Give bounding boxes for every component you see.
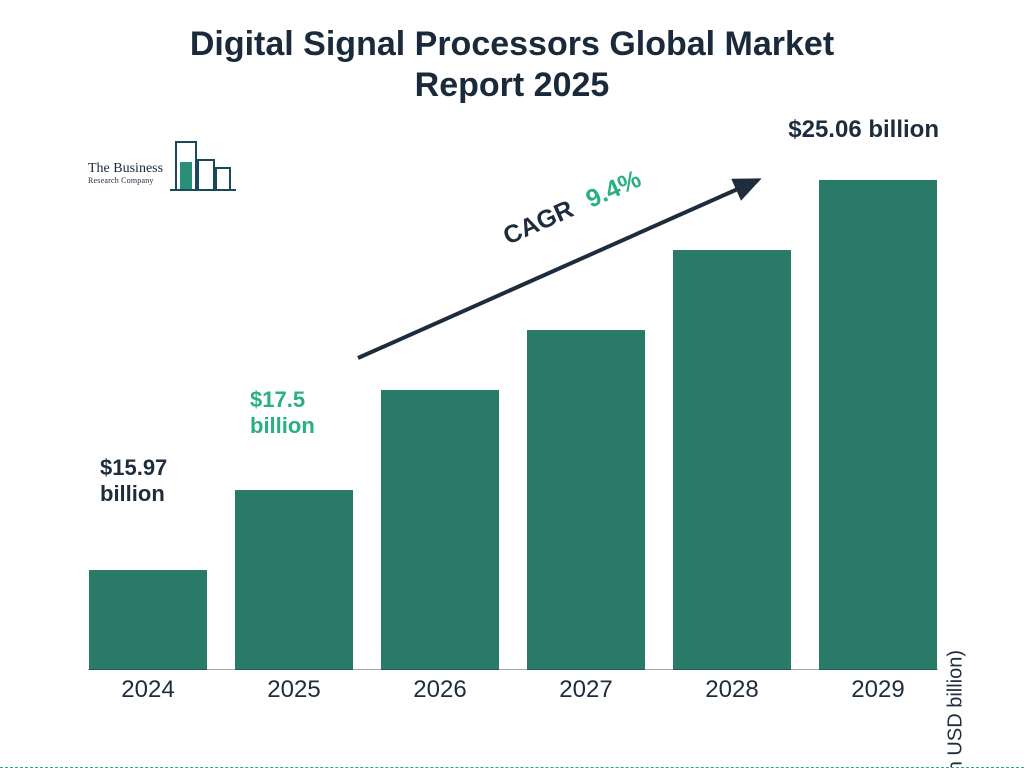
bar-chart: 2024 2025 2026 2027 2028 2029 Market Siz… xyxy=(88,140,938,710)
xlabel-2028: 2028 xyxy=(672,670,792,710)
value-label-2029: $25.06 billion xyxy=(788,116,939,145)
xlabel-2027: 2027 xyxy=(526,670,646,710)
bar-2024 xyxy=(88,570,208,670)
xlabel-2024: 2024 xyxy=(88,670,208,710)
x-axis-labels: 2024 2025 2026 2027 2028 2029 xyxy=(88,670,938,710)
title-line-2: Report 2025 xyxy=(415,66,610,104)
value-label-2025-amount: $17.5 xyxy=(250,387,305,412)
title-line-1: Digital Signal Processors Global Market xyxy=(190,25,834,63)
bar-rect xyxy=(527,330,645,670)
bar-rect xyxy=(381,390,499,670)
value-label-2025: $17.5 billion xyxy=(250,387,360,440)
bar-2027 xyxy=(526,330,646,670)
bar-2025 xyxy=(234,490,354,670)
bars-group xyxy=(88,150,938,670)
bar-2029 xyxy=(818,180,938,670)
xlabel-2029: 2029 xyxy=(818,670,938,710)
value-label-2024-unit: billion xyxy=(100,481,165,506)
chart-container: Digital Signal Processors Global Market … xyxy=(0,0,1024,768)
chart-title: Digital Signal Processors Global Market … xyxy=(0,0,1024,106)
bar-rect xyxy=(235,490,353,670)
bar-2028 xyxy=(672,250,792,670)
bar-rect xyxy=(673,250,791,670)
bar-rect xyxy=(819,180,937,670)
xlabel-2025: 2025 xyxy=(234,670,354,710)
value-label-2025-unit: billion xyxy=(250,413,315,438)
value-label-2024: $15.97 billion xyxy=(100,455,210,508)
xlabel-2026: 2026 xyxy=(380,670,500,710)
y-axis-label: Market Size (in USD billion) xyxy=(945,650,968,768)
value-label-2024-amount: $15.97 xyxy=(100,455,167,480)
bar-2026 xyxy=(380,390,500,670)
bar-rect xyxy=(89,570,207,670)
